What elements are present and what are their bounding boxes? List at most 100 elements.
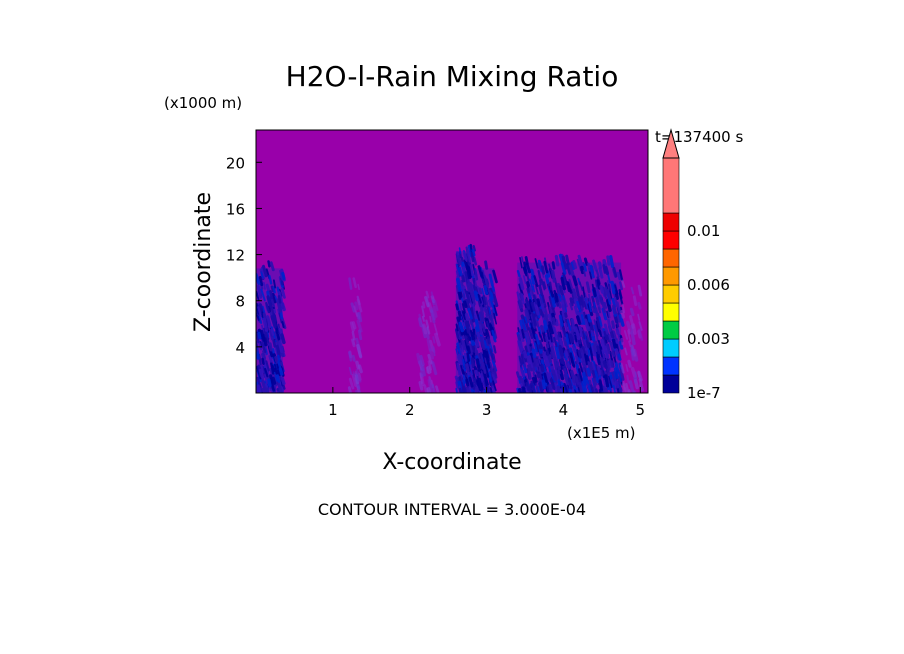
rain-streak (574, 284, 580, 297)
rain-streak (430, 291, 434, 298)
rain-streak (627, 359, 632, 368)
rain-streak (553, 336, 558, 348)
rain-streak (356, 344, 363, 358)
rain-streak (538, 331, 542, 338)
rain-streak (456, 342, 462, 356)
rain-streak (529, 268, 535, 278)
rain-streak (463, 252, 468, 261)
rain-streak (256, 384, 262, 393)
rain-streak (627, 390, 631, 393)
rain-streak (566, 348, 571, 358)
rain-streak (597, 339, 602, 350)
rain-streak (257, 331, 262, 340)
rain-streak (548, 388, 552, 393)
rain-streak (279, 270, 283, 281)
rain-streak (521, 256, 524, 263)
rain-streak (573, 305, 579, 316)
rain-streak (597, 261, 602, 270)
rain-streak (598, 389, 602, 393)
rain-streak (556, 385, 562, 393)
rain-streak (568, 355, 572, 365)
rain-streak (544, 336, 550, 349)
rain-streak (491, 285, 495, 292)
rain-streak (264, 373, 269, 384)
rain-streak (619, 281, 623, 291)
rain-streak (580, 294, 585, 308)
rain-streak (256, 314, 260, 321)
rain-streak (488, 361, 495, 375)
rain-streak (614, 380, 620, 389)
rain-streak (596, 351, 602, 366)
rain-streak (477, 377, 484, 391)
rain-streak (348, 377, 355, 390)
rain-streak (489, 291, 494, 300)
rain-streak (604, 374, 610, 388)
rain-streak (627, 329, 632, 342)
rain-streak (537, 269, 542, 279)
rain-streak (533, 275, 539, 288)
rain-streak (556, 334, 561, 347)
rain-streak (542, 281, 547, 290)
rain-streak (596, 316, 601, 330)
rain-streak (464, 370, 467, 378)
rain-streak (432, 336, 436, 344)
rain-streak (603, 330, 609, 341)
y-axis: 4 8 12 16 20 (226, 154, 262, 357)
rain-streak (591, 363, 596, 371)
rain-streak (275, 344, 281, 359)
rain-streak (594, 279, 599, 290)
rain-streak (455, 284, 460, 294)
rain-streak (523, 275, 527, 285)
rain-streak (517, 334, 522, 343)
rain-streak (612, 304, 617, 315)
rain-streak (466, 331, 472, 341)
rain-streak (532, 285, 535, 293)
rain-streak (487, 336, 491, 344)
rain-streak (614, 289, 619, 300)
y-unit-label: (x1000 m) (164, 94, 242, 112)
rain-streak (585, 331, 590, 342)
rain-streak (268, 354, 273, 363)
rain-streak (590, 384, 594, 393)
rain-streak (530, 275, 536, 285)
rain-streak (482, 347, 488, 358)
rain-streak (637, 284, 643, 297)
rain-streak (433, 323, 439, 336)
rain-streak (463, 385, 467, 393)
rain-streak (270, 362, 275, 375)
rain-streak (606, 289, 612, 301)
rain-streak (578, 382, 583, 393)
rain-streak (608, 334, 612, 342)
rain-streak (586, 361, 593, 374)
rain-streak (524, 298, 530, 311)
rain-streak (560, 299, 566, 314)
rain-streak (422, 323, 428, 335)
rain-streak (540, 324, 545, 333)
rain-streak (434, 332, 441, 347)
rain-streak (257, 306, 262, 317)
rain-streak (530, 301, 536, 312)
rain-streak (463, 352, 468, 362)
rain-streak (625, 382, 630, 393)
rain-streak (565, 339, 570, 350)
rain-streak (427, 353, 433, 365)
rain-streak (637, 301, 642, 310)
rain-streak (265, 336, 270, 343)
rain-streak (425, 319, 430, 328)
rain-streak (565, 254, 570, 266)
rain-streak (518, 299, 524, 309)
rain-streak (352, 277, 357, 289)
rain-streak (547, 324, 552, 336)
rain-streak (611, 320, 616, 329)
rain-streak (534, 374, 538, 383)
rain-streak (520, 293, 525, 305)
rain-streak (539, 381, 543, 392)
rain-streak (269, 261, 275, 272)
rain-streak (612, 266, 618, 278)
rain-streak (613, 356, 617, 363)
rain-streak (281, 321, 285, 329)
rain-streak (256, 332, 260, 344)
rain-streak (607, 310, 611, 319)
rain-streak (580, 265, 585, 275)
rain-streak (518, 388, 523, 393)
